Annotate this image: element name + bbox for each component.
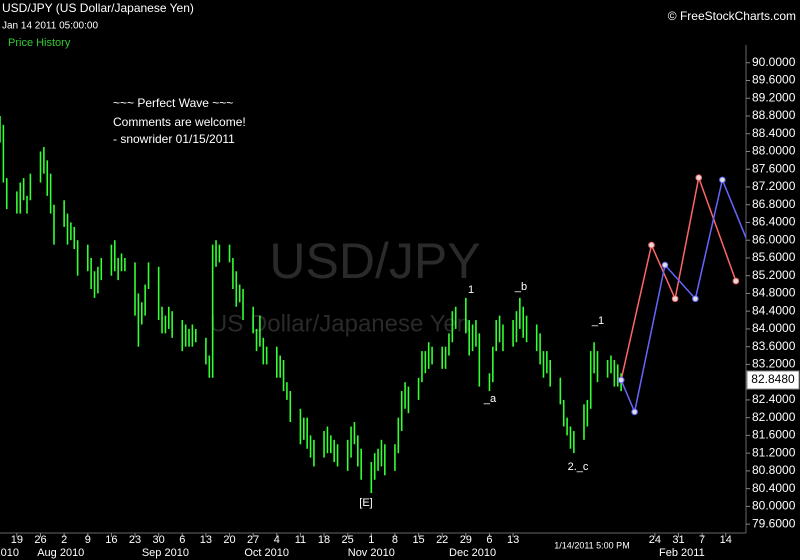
- plot-area: [0, 115, 746, 494]
- note: ~~~ Perfect Wave ~~~: [113, 96, 233, 110]
- projection-point: [719, 176, 726, 184]
- x-tick-label: 1: [368, 534, 374, 546]
- x-tick-label: 13: [507, 534, 519, 546]
- x-tick-label: 26: [34, 534, 46, 546]
- timestamp: Jan 14 2011 05:00:00: [2, 21, 98, 32]
- note: Comments are welcome!: [113, 115, 246, 129]
- watermark-subtitle: US Dollar/Japanese Yen: [210, 310, 470, 337]
- last-price-box: [746, 370, 800, 390]
- wave-label: _1: [591, 315, 604, 327]
- last-price-label: 82.8480: [751, 372, 795, 386]
- x-tick-label: 15: [412, 534, 424, 546]
- x-tick-label: 18: [318, 534, 330, 546]
- x-tick-label: 29: [460, 534, 472, 546]
- x-tick-label: 22: [436, 534, 448, 546]
- y-tick-label: 90.0000: [752, 55, 796, 69]
- x-tick-label: 31: [672, 534, 684, 546]
- y-tick-label: 89.6000: [752, 73, 796, 87]
- x-tick-label: 20: [223, 534, 235, 546]
- projection-line: [620, 177, 746, 415]
- projection-point: [671, 295, 679, 303]
- y-tick-label: 89.2000: [752, 90, 796, 104]
- projection-point: [732, 277, 740, 285]
- y-tick-label: 82.0000: [752, 410, 796, 424]
- x-month-label: Oct 2010: [244, 547, 289, 559]
- y-tick-label: 85.2000: [752, 268, 796, 282]
- y-tick-label: 86.0000: [752, 232, 796, 246]
- wave-label: 1: [468, 284, 474, 296]
- wave-label: 2._c: [568, 461, 589, 473]
- projection-point: [631, 408, 638, 416]
- x-tick-label: 6: [179, 534, 185, 546]
- y-tick-label: 84.4000: [752, 303, 796, 317]
- projection-point: [692, 295, 699, 303]
- y-tick-label: 86.4000: [752, 215, 796, 229]
- x-tick-label: 9: [85, 534, 91, 546]
- x-tick-label: 8: [392, 534, 398, 546]
- x-tick-label: 30: [153, 534, 165, 546]
- x-tick-label: 6: [486, 534, 492, 546]
- projection-point: [617, 376, 625, 384]
- y-tick-label: 80.4000: [752, 481, 796, 495]
- x-tick-label: 16: [105, 534, 117, 546]
- x-tick-label: 24: [649, 534, 661, 546]
- y-tick-label: 81.6000: [752, 428, 796, 442]
- x-tick-label: 19: [11, 534, 23, 546]
- watermark: USD/JPY: [269, 233, 480, 289]
- y-tick-label: 80.8000: [752, 463, 796, 477]
- y-tick-label: 83.6000: [752, 339, 796, 353]
- x-tick-label: 27: [247, 534, 259, 546]
- y-tick-label: 82.4000: [752, 392, 796, 406]
- y-tick-label: 83.2000: [752, 357, 796, 371]
- y-tick-label: 81.2000: [752, 445, 796, 459]
- panel-label: Price History: [8, 37, 71, 49]
- current-time-label: 1/14/2011 5:00 PM: [554, 540, 629, 550]
- y-tick-label: 86.8000: [752, 197, 796, 211]
- y-tick-label: 79.6000: [752, 516, 796, 530]
- x-tick-label: 13: [200, 534, 212, 546]
- x-tick-label: 4: [274, 534, 280, 546]
- y-tick-label: 87.6000: [752, 161, 796, 175]
- y-tick-label: 84.8000: [752, 286, 796, 300]
- x-month-label: Feb 2011: [659, 547, 705, 559]
- projection-point: [661, 261, 669, 269]
- y-tick-label: 84.0000: [752, 321, 796, 335]
- copyright: © FreeStockCharts.com: [668, 9, 796, 23]
- note: - snowrider 01/15/2011: [113, 132, 235, 146]
- chart-title: USD/JPY (US Dollar/Japanese Yen): [2, 1, 194, 15]
- x-tick-label: 11: [295, 534, 306, 546]
- y-tick-label: 88.8000: [752, 108, 796, 122]
- x-tick-label: 25: [342, 534, 354, 546]
- projection-point: [648, 241, 655, 249]
- x-month-label: Dec 2010: [449, 547, 496, 559]
- y-tick-label: 87.2000: [752, 179, 796, 193]
- x-tick-label: 14: [720, 534, 732, 546]
- x-tick-label: 23: [129, 534, 141, 546]
- x-month-label: Aug 2010: [37, 547, 84, 559]
- wave-label: _b: [514, 281, 527, 293]
- x-month-label: Nov 2010: [348, 547, 395, 559]
- y-tick-label: 85.6000: [752, 250, 796, 264]
- y-tick-label: 80.0000: [752, 499, 796, 513]
- x-tick-label: 7: [699, 534, 705, 546]
- x-tick-label: 2: [61, 534, 67, 546]
- y-tick-label: 88.4000: [752, 126, 796, 140]
- wave-label: [E]: [359, 497, 372, 509]
- x-month-label: 2010: [0, 547, 19, 559]
- y-tick-label: 88.0000: [752, 144, 796, 158]
- wave-label: _a: [483, 393, 497, 405]
- x-month-label: Sep 2010: [142, 547, 189, 559]
- projection-point: [695, 174, 703, 181]
